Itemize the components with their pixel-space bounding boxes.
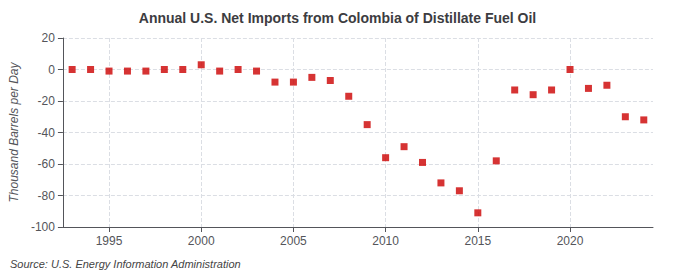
svg-text:1995: 1995 (96, 234, 123, 248)
svg-text:2020: 2020 (557, 234, 584, 248)
svg-text:-20: -20 (38, 94, 56, 108)
svg-text:2005: 2005 (280, 234, 307, 248)
svg-text:-100: -100 (31, 220, 55, 234)
svg-text:0: 0 (48, 63, 55, 77)
svg-text:-40: -40 (38, 126, 56, 140)
svg-text:2000: 2000 (188, 234, 215, 248)
svg-text:2010: 2010 (372, 234, 399, 248)
svg-text:-80: -80 (38, 189, 56, 203)
svg-text:20: 20 (42, 31, 56, 45)
svg-text:-60: -60 (38, 157, 56, 171)
svg-text:Source: U.S. Energy Informatio: Source: U.S. Energy Information Administ… (10, 258, 241, 270)
svg-text:Thousand Barrels per Day: Thousand Barrels per Day (7, 61, 21, 202)
svg-text:Annual U.S. Net Imports from C: Annual U.S. Net Imports from Colombia of… (139, 10, 536, 26)
svg-text:2015: 2015 (464, 234, 491, 248)
